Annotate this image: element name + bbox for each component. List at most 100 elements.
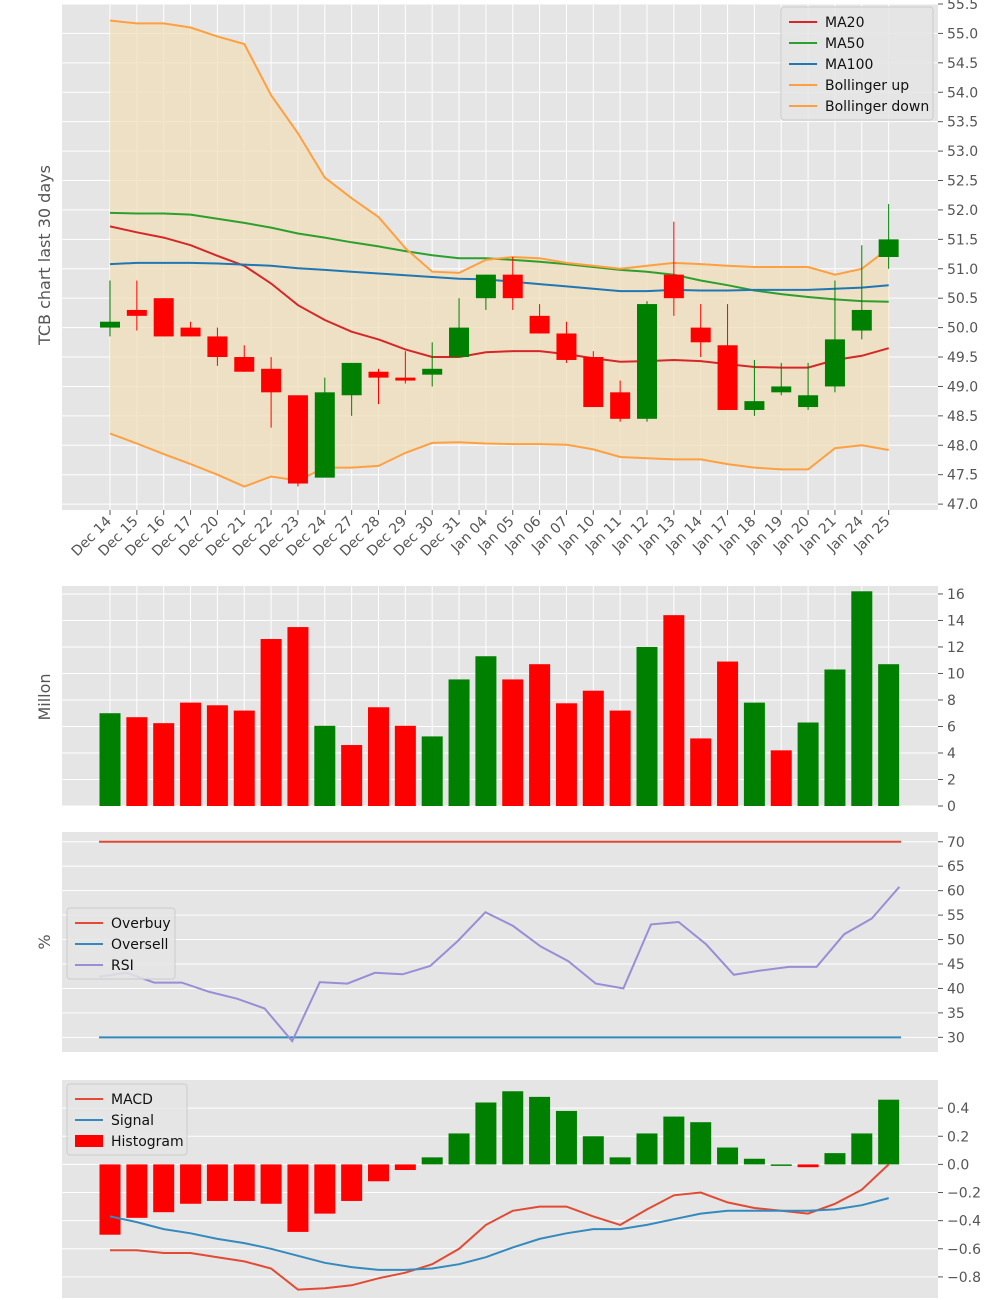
volume-bar	[368, 707, 389, 806]
y-tick-label: −0.2	[947, 1186, 981, 1202]
volume-bar	[878, 664, 900, 806]
volume-bar	[448, 679, 470, 806]
y-tick-label: 16	[947, 587, 965, 603]
legend-label: Bollinger down	[825, 99, 929, 115]
histogram-bar	[421, 1157, 443, 1165]
bollinger-up-line	[109, 19, 890, 276]
volume-bar	[153, 723, 175, 806]
legend-label: MA20	[825, 15, 864, 31]
legend-label: RSI	[111, 958, 134, 974]
y-tick-label: 49.5	[947, 350, 978, 366]
histogram-bar	[341, 1164, 363, 1201]
rsi-plot-area	[62, 832, 938, 1052]
volume-bar	[582, 690, 604, 806]
legend-label: MA50	[825, 36, 864, 52]
y-tick-label: 8	[947, 693, 956, 709]
y-tick-label: 50	[947, 933, 965, 949]
y-tick-label: 0.0	[947, 1157, 969, 1173]
histogram-bar	[770, 1164, 792, 1166]
candle-body	[207, 336, 228, 358]
volume-bar	[824, 669, 846, 806]
candle-body	[502, 274, 523, 299]
macd-panel: 0.4 0.2 0.0 −0.2 −0.4 −0.6 −0.8 MACD Signal Hist…	[62, 1080, 981, 1298]
legend-box	[780, 6, 934, 121]
y-tick-label: 52.0	[947, 203, 978, 219]
histogram-bar	[153, 1164, 175, 1213]
histogram-bar	[126, 1164, 148, 1218]
y-tick-label: 45	[947, 957, 965, 973]
volume-bar	[609, 710, 631, 806]
histogram-bar	[609, 1157, 631, 1165]
candle-body	[851, 309, 872, 331]
volume-bar	[851, 591, 873, 806]
y-tick-label: 35	[947, 1006, 965, 1022]
histogram-bar	[717, 1147, 739, 1165]
candle-body	[287, 395, 308, 484]
histogram-bar	[99, 1164, 121, 1235]
candle-body	[422, 368, 443, 375]
candle-body	[583, 357, 604, 408]
candle-body	[529, 315, 550, 334]
histogram-bar	[475, 1102, 497, 1165]
candle-body	[824, 339, 845, 387]
y-tick-label: 52.5	[947, 174, 978, 190]
volume-ylabel: Millon	[35, 673, 54, 720]
histogram-bar	[287, 1164, 309, 1232]
y-tick-label: 54.5	[947, 56, 978, 72]
candle-body	[314, 392, 335, 478]
volume-bar	[529, 664, 551, 806]
volume-bar	[206, 705, 228, 806]
rsi-panel: 30 35 40 45 50 55 60 65 70 % Overbuy Oversell RSI	[35, 832, 965, 1052]
histogram-bar	[663, 1116, 685, 1165]
histogram-bar	[260, 1164, 282, 1204]
candle-body	[234, 357, 255, 372]
y-tick-label: 2	[947, 772, 956, 788]
y-tick-label: 60	[947, 884, 965, 900]
volume-bar	[663, 615, 685, 806]
signal-line	[109, 1197, 889, 1271]
candle-body	[771, 386, 792, 393]
legend-box	[66, 907, 176, 980]
y-tick-label: 6	[947, 719, 956, 735]
histogram-bar	[690, 1122, 712, 1165]
volume-bar	[743, 702, 765, 806]
legend-label: Histogram	[111, 1134, 184, 1150]
y-tick-label: 70	[947, 835, 965, 851]
histogram-bar	[555, 1110, 577, 1165]
volume-bar	[180, 702, 202, 806]
volume-bar	[314, 725, 336, 806]
bollinger-band-fill	[110, 20, 889, 487]
histogram-bar	[448, 1133, 470, 1165]
histogram-bar	[797, 1164, 819, 1168]
y-tick-label: 0	[947, 799, 956, 815]
y-tick-label: 53.0	[947, 144, 978, 160]
y-tick-label: 55.0	[947, 26, 978, 42]
y-tick-label: 4	[947, 746, 956, 762]
y-tick-label: 65	[947, 859, 965, 875]
y-tick-label: 30	[947, 1030, 965, 1046]
y-tick-label: 47.0	[947, 497, 978, 513]
rsi-legend: Overbuy Oversell RSI	[66, 907, 176, 980]
rsi-ylabel: %	[35, 934, 54, 949]
ma100-line	[109, 261, 889, 293]
volume-bar	[717, 661, 739, 806]
y-tick-label: 14	[947, 613, 965, 629]
y-tick-label: 53.5	[947, 115, 978, 131]
candle-body	[717, 345, 738, 410]
histogram-bar	[743, 1158, 765, 1165]
y-tick-label: −0.8	[947, 1270, 981, 1286]
candle-body	[744, 401, 765, 410]
candlestick-panel: 47.0 47.5 48.0 48.5 49.0 49.5 50.0 50.5 51.0 51.5…	[35, 0, 978, 560]
bollinger-down-line	[109, 432, 889, 488]
legend-label: Signal	[111, 1113, 154, 1129]
macd-legend: MACD Signal Histogram	[66, 1083, 188, 1156]
histogram-bar	[851, 1133, 873, 1165]
histogram-bar	[180, 1164, 202, 1204]
volume-bar	[99, 713, 121, 806]
candle-body	[449, 327, 470, 358]
y-tick-label: 49.0	[947, 379, 978, 395]
volume-bar	[690, 738, 712, 806]
candle-body	[610, 392, 631, 419]
candle-body	[126, 309, 147, 316]
